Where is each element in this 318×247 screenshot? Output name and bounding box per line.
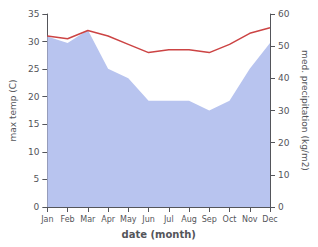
svg-text:20: 20	[28, 92, 40, 102]
svg-text:30: 30	[28, 37, 40, 47]
svg-text:35: 35	[28, 9, 39, 19]
svg-text:Feb: Feb	[61, 215, 75, 224]
svg-text:30: 30	[278, 106, 290, 116]
svg-text:0: 0	[278, 202, 284, 212]
svg-text:May: May	[120, 215, 137, 224]
svg-text:40: 40	[278, 73, 290, 83]
svg-text:25: 25	[28, 64, 39, 74]
svg-text:Dec: Dec	[262, 215, 277, 224]
svg-text:Oct: Oct	[223, 215, 237, 224]
svg-text:20: 20	[278, 138, 290, 148]
svg-text:Aug: Aug	[181, 215, 197, 224]
svg-text:Jun: Jun	[141, 215, 155, 224]
svg-text:Mar: Mar	[80, 215, 96, 224]
svg-text:date (month): date (month)	[121, 229, 195, 240]
svg-text:Jul: Jul	[163, 215, 174, 224]
svg-text:15: 15	[28, 119, 39, 129]
svg-text:Jan: Jan	[40, 215, 53, 224]
svg-text:5: 5	[34, 174, 40, 184]
svg-text:med. precipitation (kg/m2): med. precipitation (kg/m2)	[300, 50, 310, 171]
svg-text:10: 10	[28, 147, 40, 157]
svg-text:max temp (C): max temp (C)	[8, 79, 18, 141]
svg-text:Nov: Nov	[242, 215, 258, 224]
svg-text:60: 60	[278, 9, 290, 19]
svg-text:Sep: Sep	[202, 215, 217, 224]
svg-text:0: 0	[34, 202, 40, 212]
svg-text:50: 50	[278, 41, 290, 51]
svg-text:10: 10	[278, 170, 290, 180]
svg-text:Apr: Apr	[101, 215, 116, 224]
